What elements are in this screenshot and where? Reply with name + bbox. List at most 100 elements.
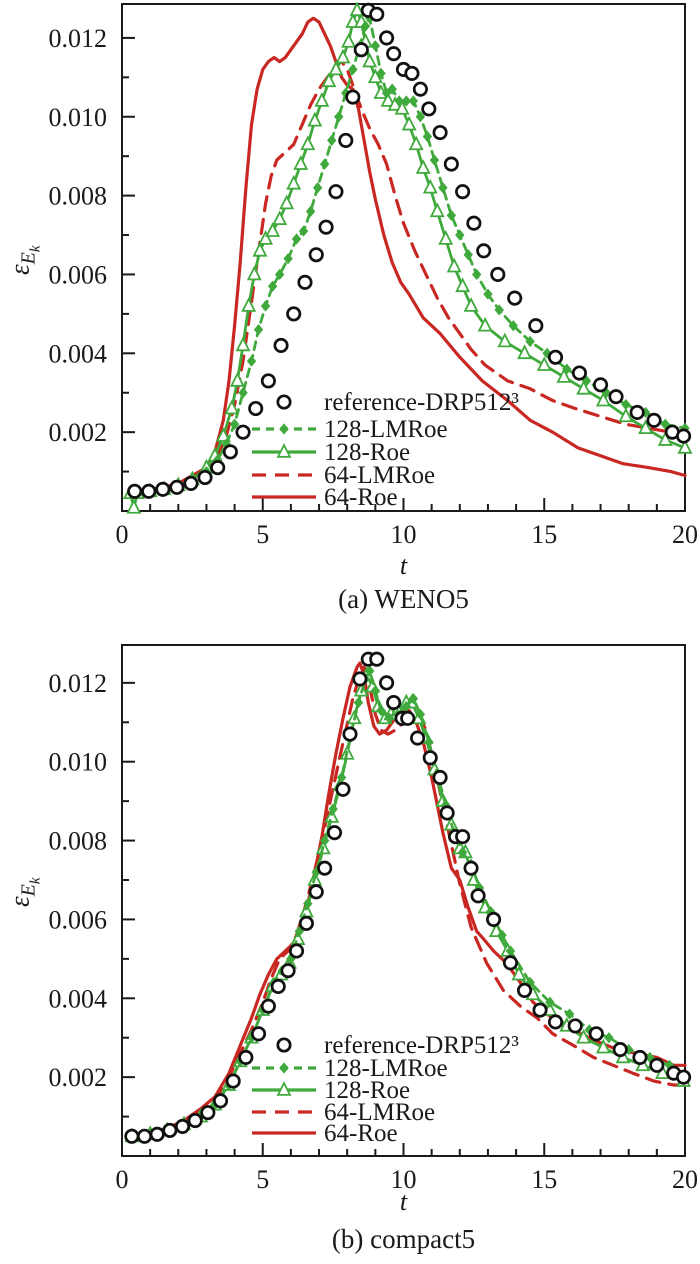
circle-marker <box>567 1018 583 1034</box>
diamond-marker <box>298 225 309 237</box>
circle-marker <box>571 365 587 381</box>
diamond-marker <box>370 40 381 52</box>
triangle-marker <box>638 419 654 435</box>
circle-marker <box>629 404 645 420</box>
circle-marker <box>298 915 314 931</box>
x-tick-label: 15 <box>531 520 557 549</box>
triangle-marker <box>241 297 257 312</box>
triangle-marker <box>657 431 673 446</box>
diamond-marker <box>319 834 330 847</box>
triangle-marker <box>511 965 527 981</box>
circle-marker <box>588 1026 604 1042</box>
diamond-marker <box>525 335 535 348</box>
y-tick-label: 0.012 <box>49 24 108 53</box>
triangle-marker <box>536 356 552 371</box>
circle-marker <box>612 1041 628 1058</box>
circle-marker <box>174 1118 191 1134</box>
triangle-marker <box>463 297 479 312</box>
series-128-LMRoe <box>128 12 690 498</box>
circle-marker <box>270 978 286 995</box>
circle-marker <box>646 412 662 428</box>
triangle-marker <box>497 332 513 348</box>
triangle-marker <box>367 68 383 84</box>
diamond-marker <box>246 355 257 367</box>
x-tick-label: 0 <box>116 520 129 549</box>
circle-marker <box>183 475 199 491</box>
circle-marker <box>124 1128 140 1144</box>
epsilon-subsub: k <box>27 245 44 253</box>
diamond-marker <box>505 945 516 957</box>
triangle-marker <box>394 99 410 115</box>
triangle-marker <box>279 194 295 210</box>
y-axis-label-a: εEk <box>5 245 45 275</box>
diamond-marker <box>408 95 419 107</box>
diamond-marker <box>353 696 364 709</box>
triangle-marker <box>422 178 438 194</box>
circle-marker <box>632 1049 648 1065</box>
circle-marker <box>238 1049 254 1065</box>
x-tick-label: 10 <box>391 520 417 549</box>
x-tick-label: 10 <box>391 1165 417 1194</box>
series-reference-DRP512³ <box>127 2 692 499</box>
legend-label: 64-Roe <box>324 484 398 511</box>
diamond-marker <box>621 398 631 411</box>
diamond-marker <box>562 363 572 375</box>
legend-label: 128-LMRoe <box>324 1055 448 1082</box>
y-tick-label: 0.004 <box>49 339 108 368</box>
triangle-marker <box>265 222 281 237</box>
diamond-marker <box>446 209 457 221</box>
circle-marker <box>476 243 492 259</box>
diamond-marker <box>327 134 337 147</box>
diamond-marker <box>601 387 611 399</box>
triangle-marker <box>276 443 292 458</box>
triangle-marker <box>335 48 351 64</box>
y-tick-label: 0.008 <box>49 182 108 211</box>
legend-label: 64-LMRoe <box>324 1099 435 1126</box>
diamond-marker <box>640 406 651 419</box>
diamond-marker <box>319 158 330 170</box>
circle-marker <box>286 306 302 322</box>
circle-marker <box>466 215 482 231</box>
diamond-marker <box>274 268 285 281</box>
triangle-marker <box>328 60 344 76</box>
circle-marker <box>352 671 368 687</box>
circle-marker <box>490 266 506 283</box>
triangle-marker <box>595 1038 611 1054</box>
series-64-Roe <box>130 661 687 1138</box>
axis-ticks <box>121 681 686 1156</box>
triangle-marker <box>677 439 693 454</box>
legend-label: 64-Roe <box>324 1120 398 1147</box>
circle-marker <box>222 444 238 460</box>
epsilon-subsub: k <box>27 877 44 885</box>
triangle-marker <box>258 230 274 245</box>
triangle-marker <box>126 498 142 514</box>
circle-marker <box>608 389 624 405</box>
diamond-marker <box>645 1051 655 1064</box>
y-axis-label-b: εEk <box>5 877 45 907</box>
circle-marker <box>455 829 471 845</box>
y-tick-label: 0.012 <box>49 669 108 698</box>
diamond-marker <box>221 438 231 450</box>
diamond-marker <box>494 304 504 316</box>
triangle-marker <box>349 1 365 17</box>
legend-label: reference-DRP512³ <box>324 1032 519 1059</box>
triangle-marker <box>455 277 471 293</box>
diamond-marker <box>384 712 395 724</box>
diamond-marker <box>394 95 404 107</box>
diamond-marker <box>365 665 375 677</box>
circle-marker <box>260 998 276 1014</box>
triangle-marker <box>324 808 340 823</box>
triangle-marker <box>576 1028 592 1044</box>
triangle-marker <box>618 407 634 423</box>
circle-marker <box>197 469 213 486</box>
epsilon-sub: E <box>17 884 40 897</box>
circle-marker <box>210 460 226 476</box>
diamond-marker <box>336 771 347 784</box>
triangle-marker <box>517 344 533 360</box>
circle-marker <box>592 377 609 393</box>
diamond-marker <box>542 347 552 359</box>
x-tick-label: 20 <box>672 1165 698 1194</box>
triangle-marker <box>321 72 337 88</box>
circle-marker <box>155 481 171 497</box>
epsilon-symbol: ε <box>4 896 35 907</box>
